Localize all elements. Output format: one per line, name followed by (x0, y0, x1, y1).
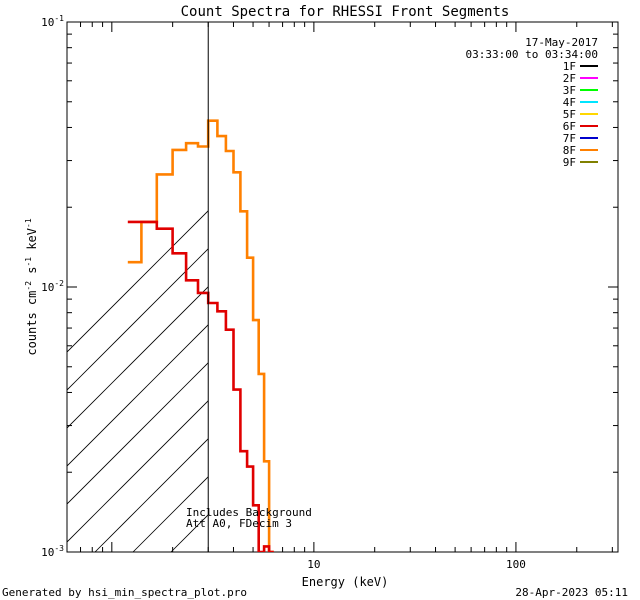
legend-label-5f: 5F (563, 108, 576, 121)
hatch-line (627, 22, 640, 552)
y-tick-label: 10-2 (41, 279, 64, 294)
x-tick-labels: 10 100 (307, 558, 526, 571)
y-tick-label: 10-3 (41, 544, 64, 559)
hatch-line (399, 22, 640, 552)
annotation-attenuator: Att A0, FDecim 3 (186, 517, 292, 530)
y-axis-label: counts cm-2 s-1 keV-1 (24, 218, 39, 355)
x-axis-label: Energy (keV) (302, 575, 389, 589)
legend-label-4f: 4F (563, 96, 576, 109)
generated-by-label: Generated by hsi_min_spectra_plot.pro (2, 586, 247, 599)
series-lines (127, 119, 274, 552)
x-tick-label: 100 (506, 558, 526, 571)
x-axis-ticks (66, 22, 613, 552)
legend-label-3f: 3F (563, 84, 576, 97)
x-tick-label: 10 (307, 558, 320, 571)
y-tick-label: 10-1 (41, 14, 64, 29)
legend-label-7f: 7F (563, 132, 576, 145)
series-6f-line (127, 220, 274, 552)
series-8f-line (127, 119, 274, 552)
y-tick-labels: 10-1 10-2 10-3 (41, 14, 64, 559)
hatched-region (67, 22, 640, 552)
date-label: 17-May-2017 (525, 36, 598, 49)
hatch-line (67, 248, 209, 391)
y-axis-ticks (67, 21, 618, 553)
hatch-line (513, 22, 640, 552)
legend-label-8f: 8F (563, 144, 576, 157)
legend-label-2f: 2F (563, 72, 576, 85)
hatch-line (67, 210, 209, 353)
hatch-line (67, 324, 209, 467)
legend-label-1f: 1F (563, 60, 576, 73)
legend-label-6f: 6F (563, 120, 576, 133)
plot-frame (66, 21, 619, 553)
footer-timestamp: 28-Apr-2023 05:11 (515, 586, 628, 599)
hatch-line (67, 362, 209, 505)
time-range-label: 03:33:00 to 03:34:00 (466, 48, 598, 61)
hatch-line (361, 22, 640, 552)
annotation-background: Includes Background (186, 506, 312, 519)
hatch-line (67, 400, 209, 543)
legend-label-9f: 9F (563, 156, 576, 169)
hatch-line (94, 438, 209, 552)
chart-title: Count Spectra for RHESSI Front Segments (181, 4, 510, 20)
